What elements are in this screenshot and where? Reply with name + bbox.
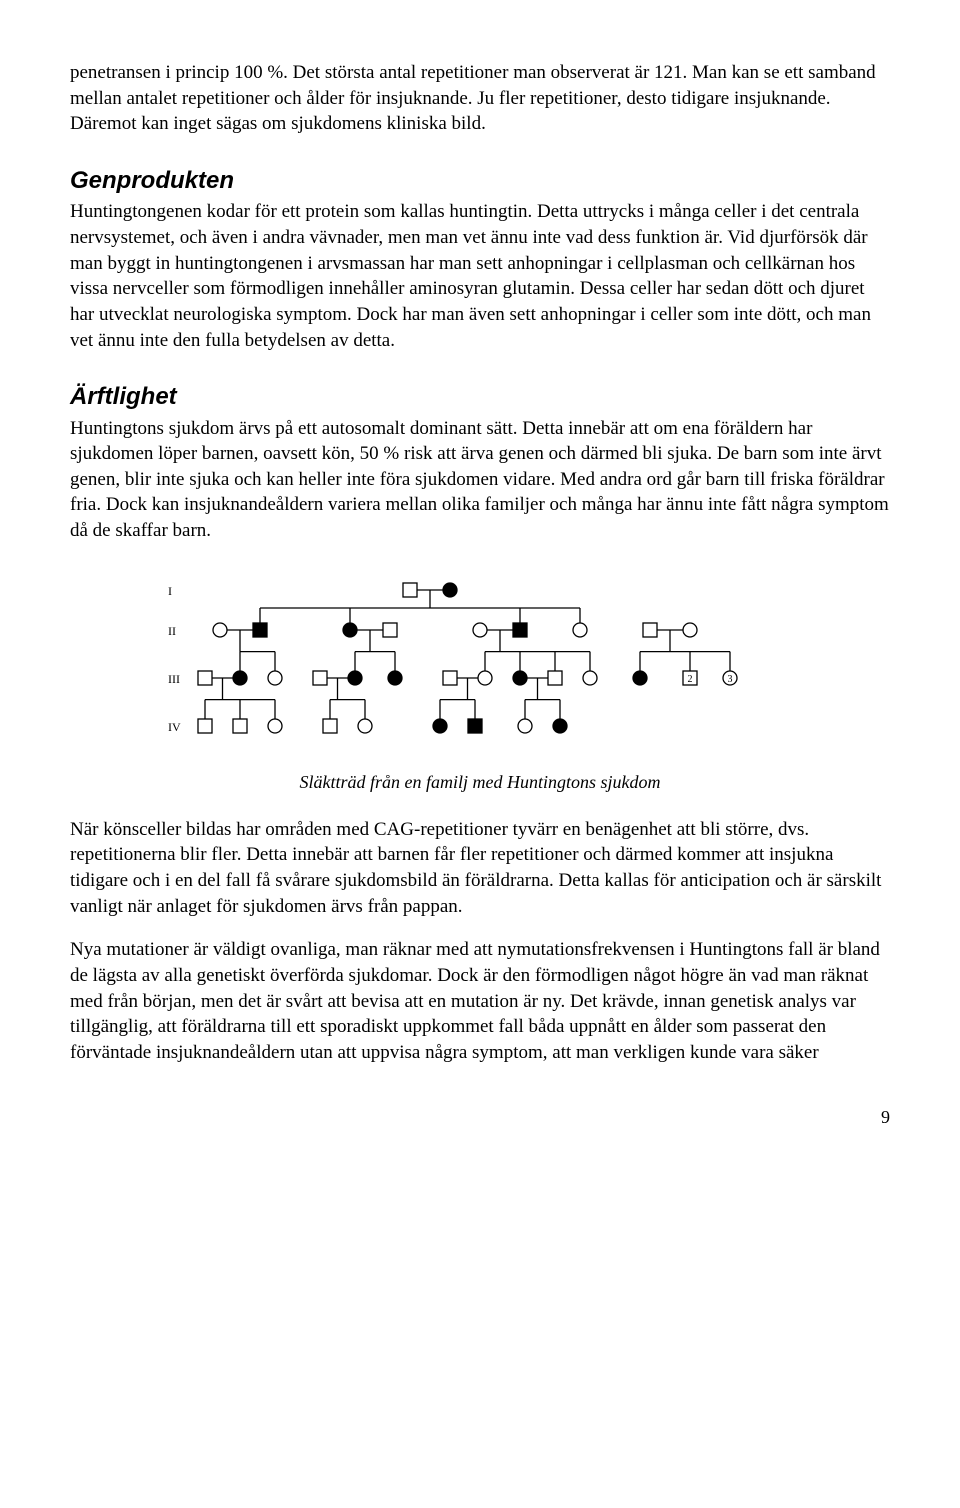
pedigree-female (358, 719, 372, 733)
pedigree-male (313, 671, 327, 685)
svg-text:3: 3 (728, 674, 733, 685)
pedigree-female (443, 583, 457, 597)
svg-text:III: III (168, 672, 180, 686)
pedigree-female (573, 623, 587, 637)
paragraph-genprodukten: Huntingtongenen kodar för ett protein so… (70, 199, 890, 353)
pedigree-female (513, 671, 527, 685)
svg-text:I: I (168, 584, 172, 598)
svg-text:IV: IV (168, 720, 181, 734)
pedigree-male (233, 719, 247, 733)
pedigree-female (583, 671, 597, 685)
pedigree-male (468, 719, 482, 733)
pedigree-female (433, 719, 447, 733)
pedigree-female (348, 671, 362, 685)
figure-caption: Släktträd från en familj med Huntingtons… (70, 770, 890, 794)
pedigree-female (473, 623, 487, 637)
pedigree-female (268, 719, 282, 733)
pedigree-female (683, 623, 697, 637)
pedigree-male (548, 671, 562, 685)
pedigree-male (643, 623, 657, 637)
paragraph-arftlighet: Huntingtons sjukdom ärvs på ett autosoma… (70, 416, 890, 544)
pedigree-male (443, 671, 457, 685)
pedigree-male (253, 623, 267, 637)
paragraph-anticipation: När könsceller bildas har områden med CA… (70, 817, 890, 920)
paragraph-intro: penetransen i princip 100 %. Det största… (70, 60, 890, 137)
page-number: 9 (70, 1105, 890, 1129)
pedigree-male (198, 671, 212, 685)
pedigree-female (553, 719, 567, 733)
pedigree-female (233, 671, 247, 685)
paragraph-mutations: Nya mutationer är väldigt ovanliga, man … (70, 937, 890, 1065)
pedigree-male (513, 623, 527, 637)
pedigree-female (518, 719, 532, 733)
pedigree-female (633, 671, 647, 685)
pedigree-female (213, 623, 227, 637)
pedigree-female (478, 671, 492, 685)
svg-text:II: II (168, 624, 176, 638)
pedigree-male (403, 583, 417, 597)
pedigree-male (323, 719, 337, 733)
pedigree-figure: IIIIIIIV23 Släktträd från en familj med … (70, 568, 890, 795)
heading-arftlighet: Ärftlighet (70, 381, 890, 413)
heading-genprodukten: Genprodukten (70, 165, 890, 197)
svg-text:2: 2 (688, 674, 693, 685)
pedigree-female (343, 623, 357, 637)
pedigree-chart: IIIIIIIV23 (150, 568, 810, 753)
pedigree-female (388, 671, 402, 685)
pedigree-male (383, 623, 397, 637)
pedigree-male (198, 719, 212, 733)
pedigree-female (268, 671, 282, 685)
